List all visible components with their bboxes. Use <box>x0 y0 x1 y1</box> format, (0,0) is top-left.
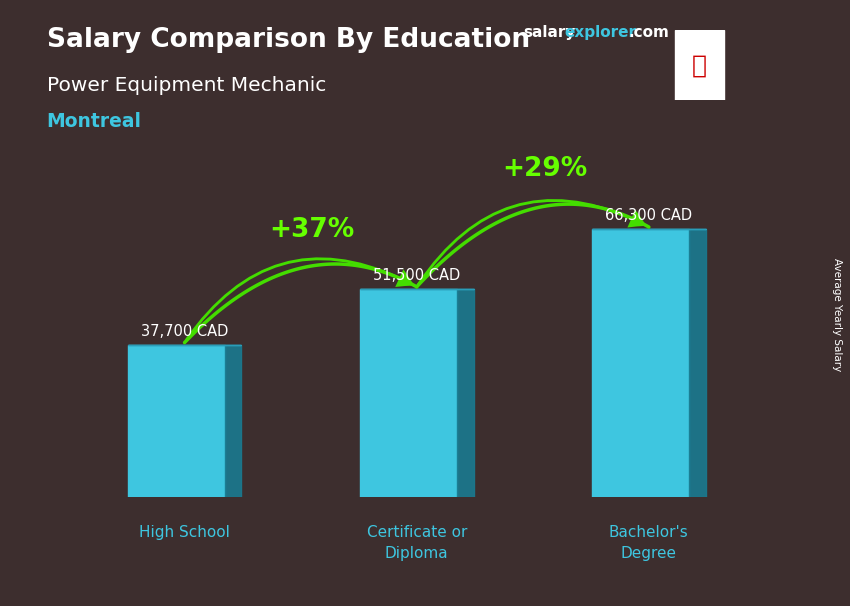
Text: Certificate or
Diploma: Certificate or Diploma <box>366 525 467 561</box>
Bar <box>128 345 225 497</box>
Text: salary: salary <box>523 25 575 41</box>
Polygon shape <box>225 345 241 497</box>
Polygon shape <box>457 289 473 497</box>
Text: .com: .com <box>629 25 670 41</box>
Text: Bachelor's
Degree: Bachelor's Degree <box>609 525 689 561</box>
Bar <box>592 229 689 497</box>
Text: Power Equipment Mechanic: Power Equipment Mechanic <box>47 76 326 95</box>
Polygon shape <box>689 229 706 497</box>
Text: Salary Comparison By Education: Salary Comparison By Education <box>47 27 530 53</box>
Text: explorer: explorer <box>564 25 637 41</box>
Text: 🍁: 🍁 <box>692 53 706 77</box>
Text: 66,300 CAD: 66,300 CAD <box>605 208 693 223</box>
FancyArrowPatch shape <box>185 258 414 341</box>
Text: Average Yearly Salary: Average Yearly Salary <box>832 259 842 371</box>
Text: 37,700 CAD: 37,700 CAD <box>141 324 228 339</box>
Bar <box>360 289 457 497</box>
Text: Montreal: Montreal <box>47 112 142 131</box>
Bar <box>675 30 723 100</box>
Text: +37%: +37% <box>269 217 354 243</box>
Text: 51,500 CAD: 51,500 CAD <box>373 268 461 283</box>
Text: High School: High School <box>139 525 230 540</box>
FancyArrowPatch shape <box>417 199 646 285</box>
Text: +29%: +29% <box>502 156 587 182</box>
